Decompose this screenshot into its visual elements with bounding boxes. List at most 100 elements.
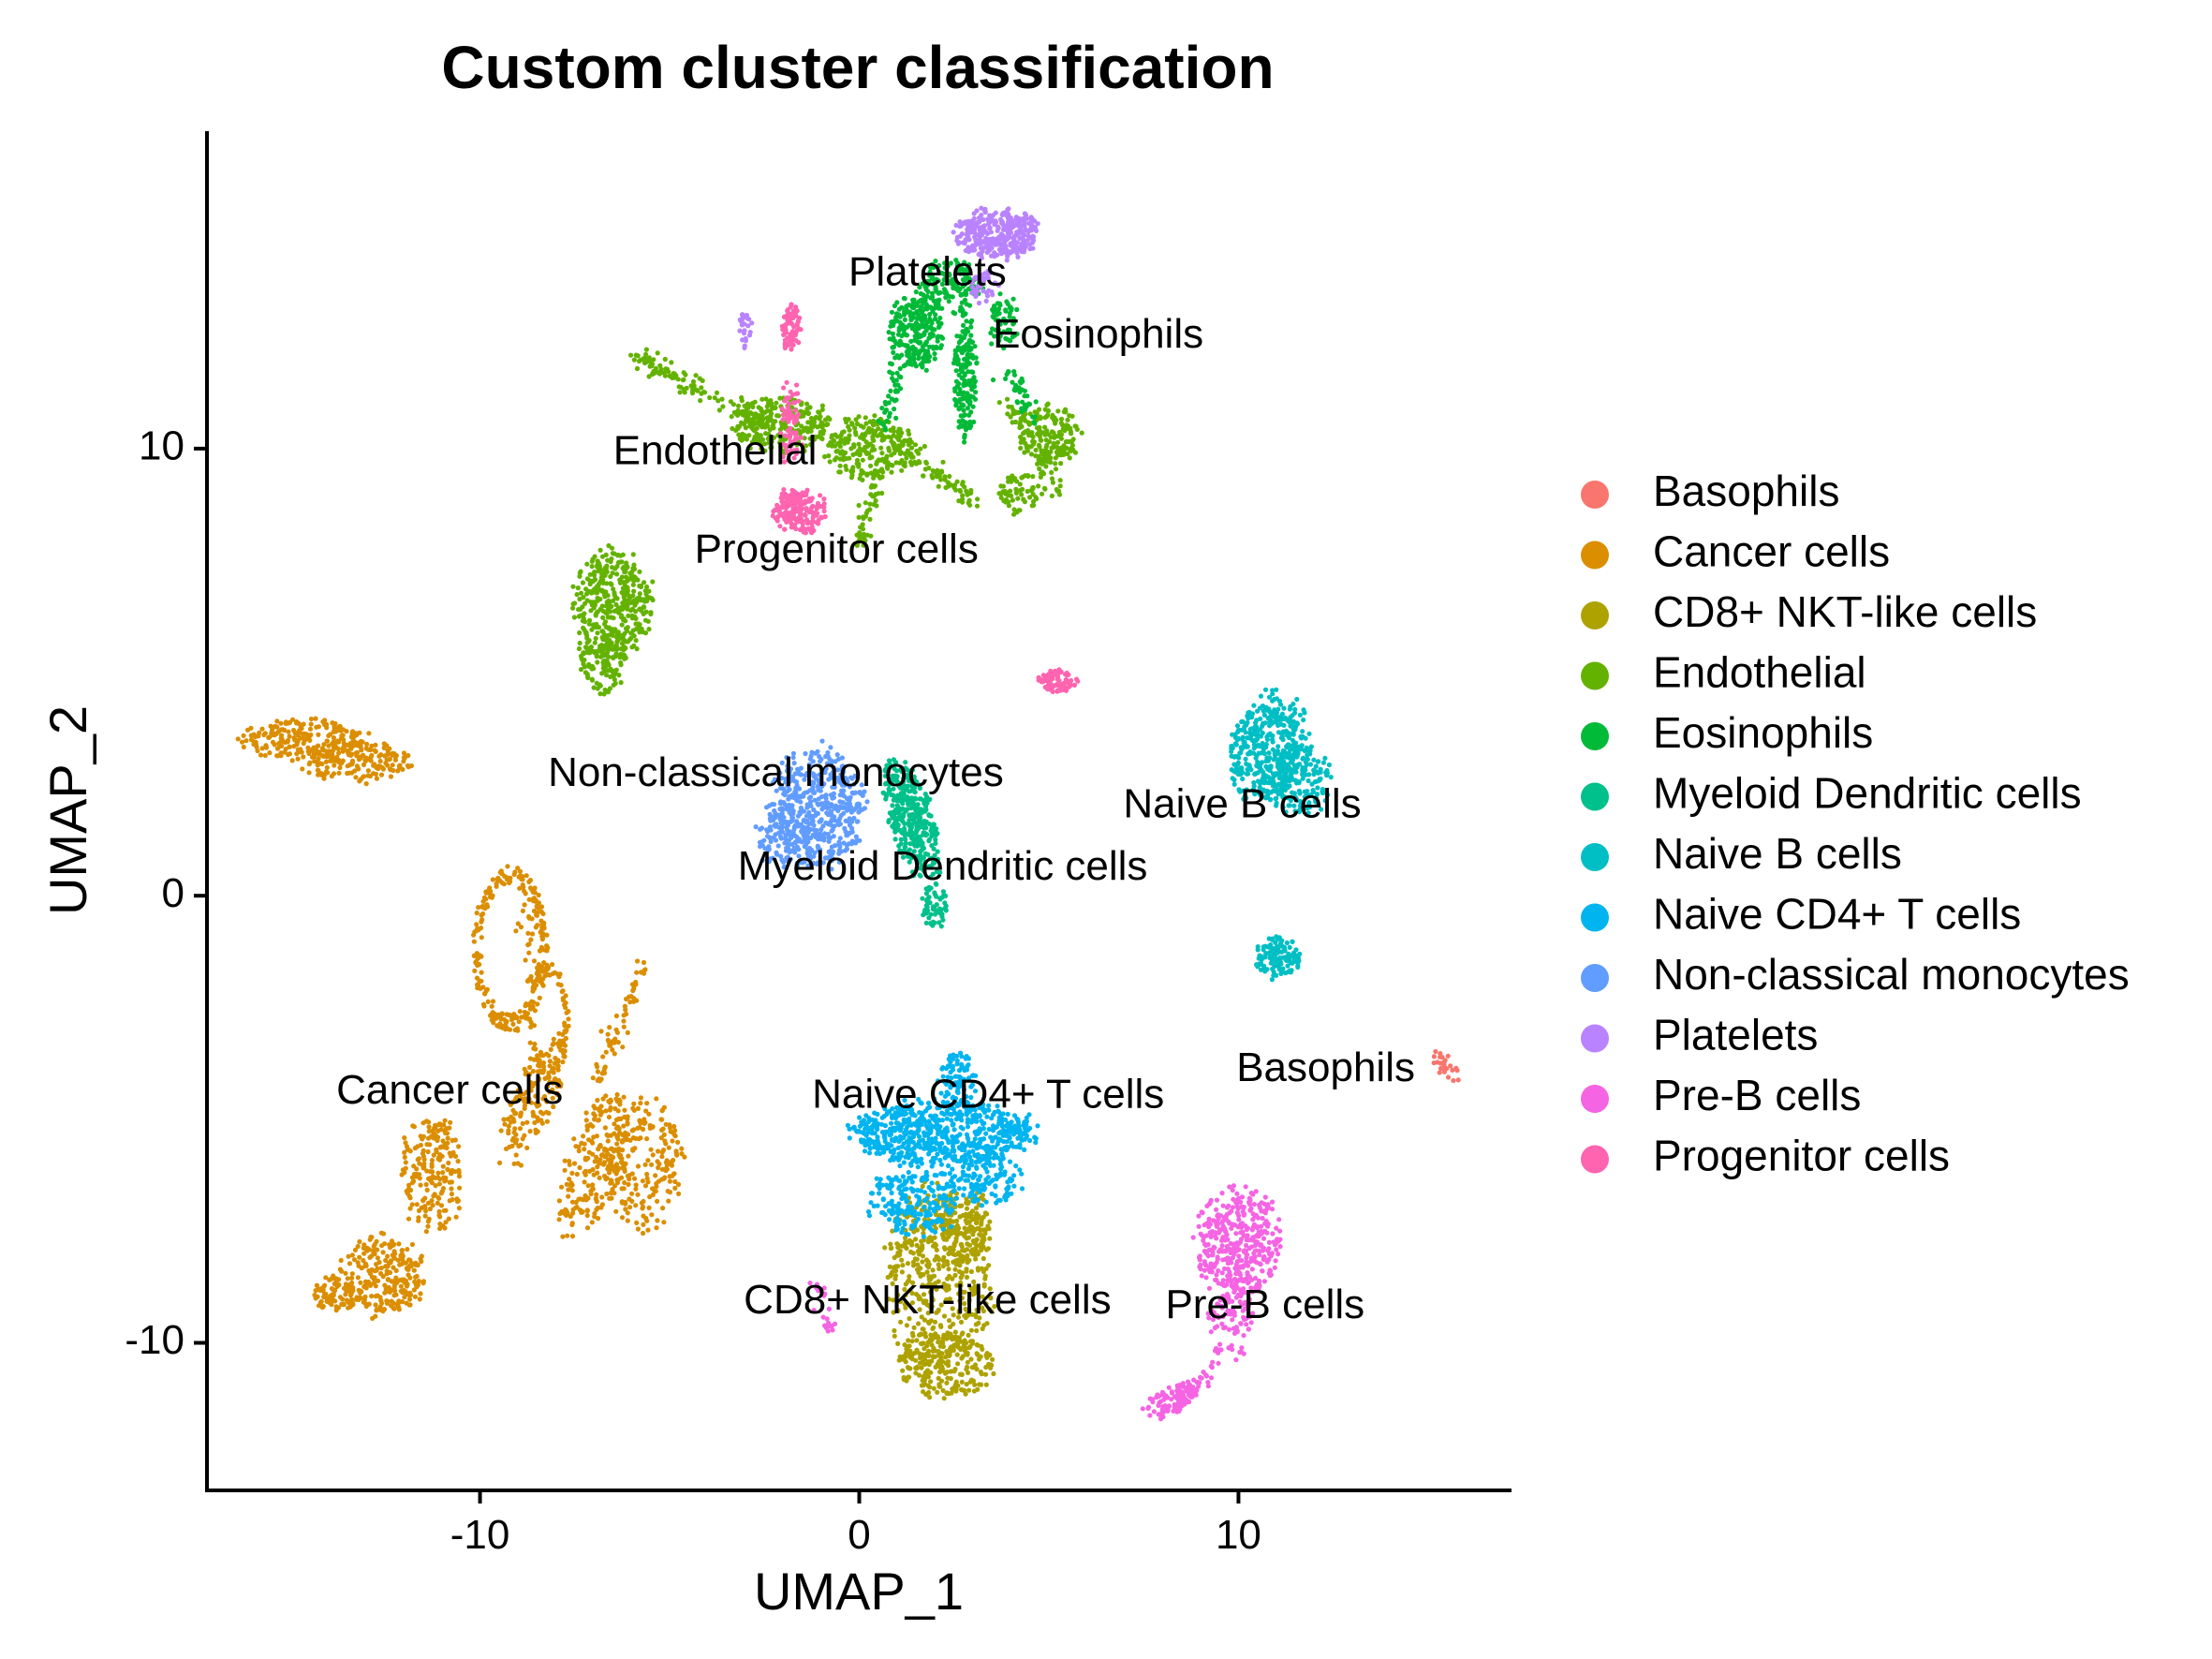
point (983, 1364, 989, 1370)
point (573, 1205, 579, 1210)
point (964, 1367, 969, 1372)
point (554, 1091, 560, 1098)
point (520, 1136, 525, 1142)
point (608, 581, 613, 586)
point (641, 599, 647, 604)
point (323, 759, 329, 764)
point (960, 307, 966, 313)
point (827, 416, 833, 422)
point (1038, 429, 1043, 436)
point (642, 1183, 649, 1189)
point (630, 987, 636, 994)
point (604, 1191, 610, 1197)
point (350, 738, 356, 744)
point (612, 1121, 617, 1127)
point (950, 1386, 955, 1392)
point (968, 1356, 974, 1362)
point (349, 1252, 355, 1258)
point (987, 1236, 993, 1241)
point (987, 1219, 993, 1224)
point (635, 1226, 641, 1232)
point (920, 1183, 925, 1189)
point (965, 1253, 970, 1259)
point (606, 1114, 612, 1120)
point (378, 1230, 384, 1236)
point (423, 1181, 429, 1188)
point (537, 995, 542, 1000)
point (868, 463, 874, 468)
point (287, 733, 292, 739)
point (958, 367, 964, 373)
point (882, 1245, 888, 1251)
point (698, 398, 703, 404)
point (635, 353, 641, 359)
point (280, 727, 286, 733)
point (590, 1151, 596, 1157)
point (301, 721, 306, 727)
point (940, 459, 946, 465)
point (583, 1118, 589, 1123)
point (283, 747, 288, 752)
point (305, 745, 311, 750)
point (386, 1277, 391, 1282)
point (856, 502, 862, 509)
point (914, 1365, 920, 1371)
point (939, 335, 946, 341)
point (452, 1137, 458, 1143)
point (315, 767, 320, 773)
point (918, 1332, 923, 1338)
point (847, 455, 852, 461)
point (728, 399, 734, 405)
point (528, 1080, 534, 1086)
point (392, 757, 398, 763)
point (612, 1183, 618, 1189)
point (560, 988, 566, 994)
point (522, 1105, 527, 1111)
point (595, 1205, 600, 1211)
point (320, 753, 327, 760)
point (518, 1163, 524, 1168)
point (568, 1183, 574, 1189)
point (974, 1366, 980, 1372)
point (1009, 479, 1014, 484)
point (924, 1269, 930, 1275)
point (241, 744, 246, 750)
point (399, 1248, 405, 1253)
point (834, 434, 840, 439)
point (275, 729, 281, 734)
point (551, 1104, 556, 1110)
point (411, 1287, 417, 1293)
point (593, 635, 598, 642)
point (347, 1304, 353, 1310)
point (879, 490, 885, 496)
point (570, 584, 576, 589)
point (594, 610, 599, 615)
point (445, 1135, 450, 1141)
point (837, 469, 843, 475)
point (441, 1145, 447, 1150)
point (655, 1198, 660, 1204)
point (547, 1089, 553, 1095)
point (255, 748, 260, 754)
point (805, 411, 811, 417)
point (890, 463, 895, 468)
point (1054, 450, 1059, 455)
point (600, 630, 606, 635)
point (415, 1262, 420, 1268)
point (578, 606, 583, 612)
point (643, 1108, 649, 1114)
point (574, 1171, 580, 1178)
point (524, 1119, 530, 1125)
point (527, 1129, 533, 1134)
point (974, 361, 980, 366)
point (900, 1263, 906, 1268)
point (625, 587, 631, 593)
point (679, 1151, 685, 1157)
point (857, 452, 863, 458)
point (635, 577, 641, 583)
point (625, 564, 630, 570)
point (598, 1104, 604, 1109)
point (910, 1259, 917, 1266)
point (965, 406, 970, 411)
point (569, 1170, 575, 1176)
